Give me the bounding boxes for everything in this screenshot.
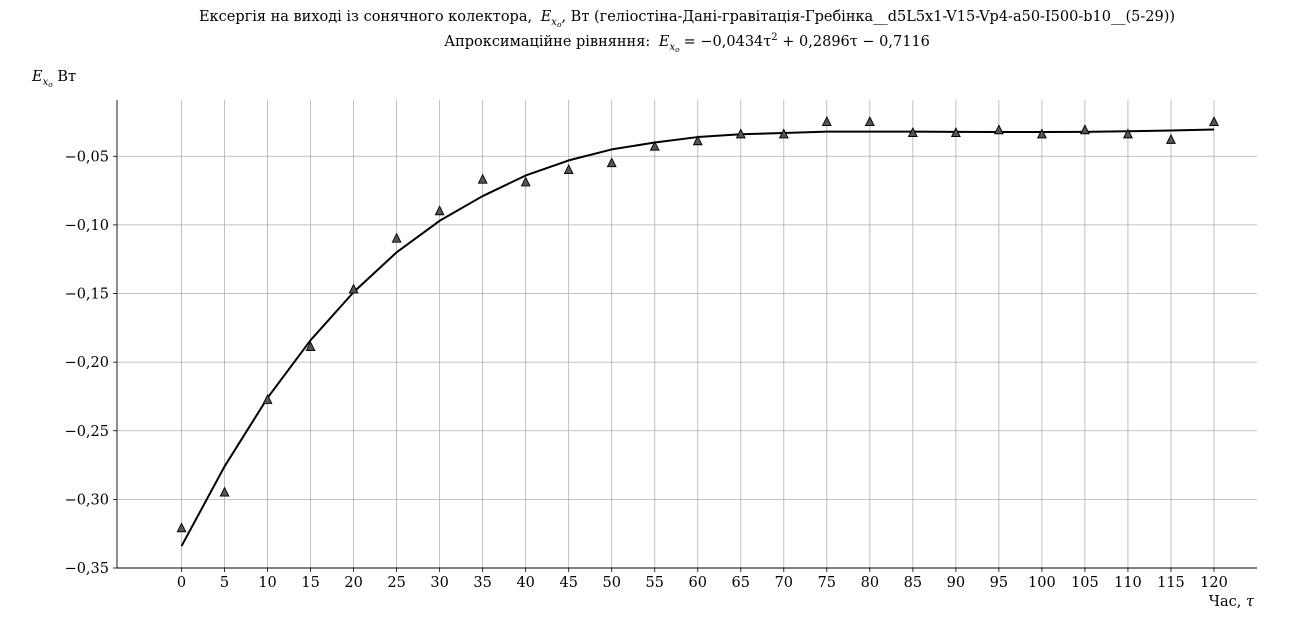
x-tick-label: 100 bbox=[1028, 575, 1056, 591]
data-point bbox=[477, 173, 488, 184]
y-tick-label: −0,20 bbox=[65, 355, 109, 371]
data-point bbox=[563, 164, 574, 175]
y-tick-label: −0,35 bbox=[65, 561, 109, 577]
chart-title-symbol: E bbox=[540, 9, 552, 25]
y-axis-label-symbol: E bbox=[31, 69, 43, 85]
y-tick-label: −0,10 bbox=[65, 218, 109, 234]
y-ticks: −0,35 −0,30 −0,25 −0,20 −0,15 −0,10 −0,05 bbox=[65, 149, 117, 577]
x-tick-label: 40 bbox=[516, 575, 534, 591]
chart-title-sub: x bbox=[551, 17, 557, 28]
x-tick-label: 50 bbox=[602, 575, 620, 591]
y-tick-label: −0,30 bbox=[65, 492, 109, 508]
data-point bbox=[520, 176, 531, 187]
data-point bbox=[1122, 128, 1133, 139]
data-point bbox=[950, 127, 961, 137]
x-tick-label: 115 bbox=[1157, 575, 1185, 591]
grid bbox=[117, 100, 1257, 569]
chart-subtitle: Апроксимаційне рівняння: Exo = −0,0434τ2 … bbox=[444, 32, 930, 54]
x-tick-label: 90 bbox=[947, 575, 965, 591]
x-tick-label: 45 bbox=[559, 575, 577, 591]
x-tick-label: 80 bbox=[861, 575, 879, 591]
scatter-series bbox=[176, 116, 1219, 533]
x-ticks: 0 5 10 15 20 25 30 35 40 45 50 55 60 65 70 75 80 85 90 95 10… bbox=[177, 568, 1228, 591]
x-tick-label: 20 bbox=[344, 575, 362, 591]
y-tick-label: −0,05 bbox=[65, 149, 109, 165]
data-point bbox=[649, 140, 660, 151]
data-point bbox=[864, 116, 875, 126]
y-axis-label-sub: x bbox=[43, 77, 49, 88]
chart-subtitle-sub: x bbox=[669, 42, 675, 53]
data-point bbox=[348, 283, 359, 294]
y-tick-label: −0,25 bbox=[65, 424, 109, 440]
x-tick-label: 85 bbox=[904, 575, 922, 591]
chart-title: Ексергія на виході із сонячного колектор… bbox=[199, 9, 1175, 29]
chart-subtitle-rest: + 0,2896τ − 0,7116 bbox=[778, 34, 930, 50]
axes bbox=[116, 100, 1257, 569]
data-point bbox=[993, 124, 1004, 135]
x-tick-label: 65 bbox=[732, 575, 750, 591]
x-tick-label: 30 bbox=[430, 575, 448, 591]
y-axis-label-subsub: o bbox=[48, 80, 53, 89]
x-tick-label: 110 bbox=[1114, 575, 1142, 591]
data-point bbox=[1209, 116, 1219, 126]
data-point bbox=[821, 116, 832, 126]
x-tick-label: 95 bbox=[990, 575, 1008, 591]
data-point bbox=[219, 486, 230, 497]
y-tick-label: −0,15 bbox=[65, 287, 109, 303]
x-tick-label: 55 bbox=[646, 575, 664, 591]
chart-title-prefix: Ексергія на виході із сонячного колектор… bbox=[199, 9, 532, 25]
x-tick-label: 35 bbox=[473, 575, 491, 591]
chart-title-subsub: o bbox=[557, 20, 562, 29]
x-tick-label: 70 bbox=[775, 575, 793, 591]
x-tick-label: 10 bbox=[258, 575, 276, 591]
data-point bbox=[434, 205, 445, 216]
data-point bbox=[735, 128, 746, 139]
x-tick-label: 105 bbox=[1071, 575, 1099, 591]
data-point bbox=[692, 135, 703, 146]
data-point bbox=[907, 127, 918, 137]
data-point bbox=[262, 393, 273, 404]
x-axis-label: Час, τ bbox=[1209, 594, 1255, 610]
data-point bbox=[1165, 133, 1176, 144]
x-tick-label: 60 bbox=[689, 575, 707, 591]
x-tick-label: 0 bbox=[177, 575, 186, 591]
x-tick-label: 5 bbox=[220, 575, 229, 591]
x-tick-label: 25 bbox=[387, 575, 405, 591]
chart-subtitle-subsub: o bbox=[675, 45, 680, 54]
data-point bbox=[778, 128, 789, 139]
data-point bbox=[305, 341, 316, 352]
x-tick-label: 15 bbox=[301, 575, 319, 591]
chart-subtitle-prefix: Апроксимаційне рівняння: bbox=[444, 34, 650, 50]
y-axis-label-unit: Вт bbox=[53, 69, 76, 85]
x-tick-label: 120 bbox=[1200, 575, 1228, 591]
x-tick-label: 75 bbox=[818, 575, 836, 591]
chart-subtitle-symbol: E bbox=[658, 34, 670, 50]
x-axis-label-symbol: τ bbox=[1246, 594, 1255, 610]
data-point bbox=[606, 157, 617, 168]
data-point bbox=[1036, 128, 1047, 139]
y-axis-label: Exo Вт bbox=[31, 69, 76, 89]
chart-subtitle-eq: = −0,0434τ bbox=[684, 34, 772, 50]
chart-title-suffix: , Вт (геліостіна-Дані-гравітація-Гребінк… bbox=[561, 9, 1175, 25]
x-axis-label-text: Час, bbox=[1209, 594, 1246, 610]
chart-subtitle-pow: 2 bbox=[771, 32, 777, 43]
data-point bbox=[391, 232, 402, 243]
data-point bbox=[1079, 124, 1090, 135]
data-point bbox=[176, 522, 187, 533]
